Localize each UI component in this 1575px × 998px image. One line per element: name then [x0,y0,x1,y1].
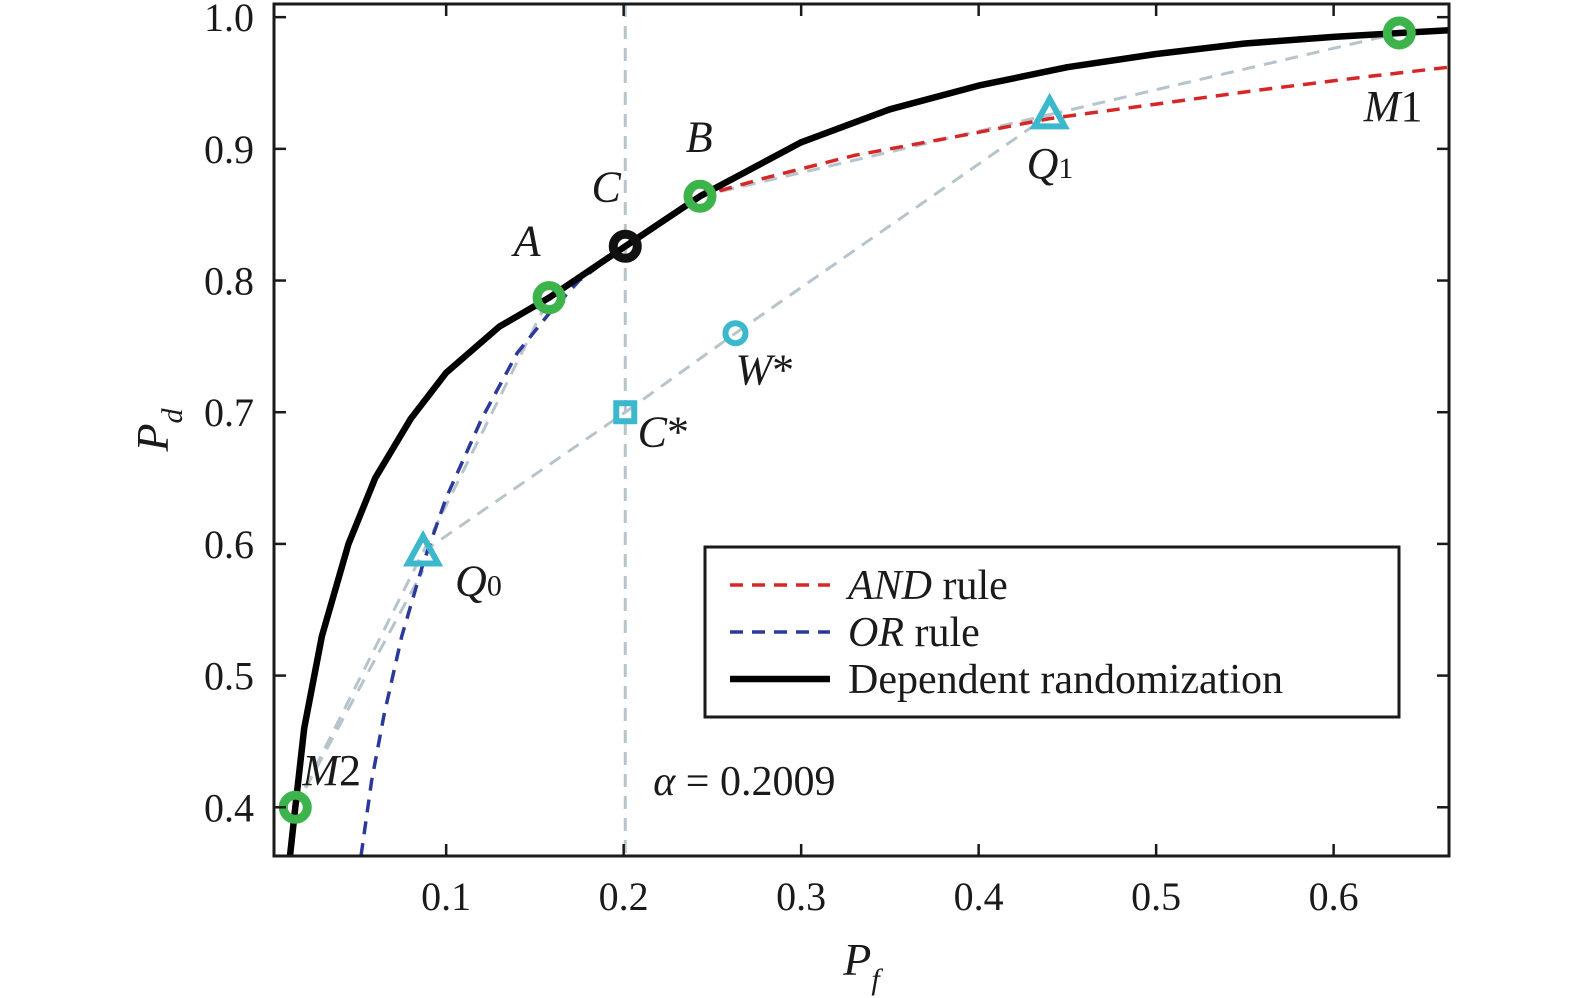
x-tick-label: 0.3 [776,874,826,919]
legend-label: Dependent randomization [848,657,1283,703]
point-label: Q0 [455,556,502,605]
axis-ticks: 0.1 0.2 0.3 0.4 0.5 0.6 0.4 0.5 0.6 0.7 0.8 0.9 1.0 [204,0,1449,919]
x-tick-label: 0.5 [1131,874,1181,919]
point-marker [532,281,566,315]
y-tick-label: 0.6 [204,522,254,567]
x-tick-label: 0.4 [954,874,1004,919]
y-tick-label: 0.4 [204,785,254,830]
point-marker [722,320,749,347]
point-label: M1 [1363,82,1423,131]
guide-line [421,296,551,553]
point-marker [1382,16,1416,50]
point-label: Q1 [1027,139,1074,188]
point-label: M2 [301,746,361,795]
point-label: W* [735,346,794,395]
guide-line [624,331,737,414]
guide-line [699,113,1050,198]
axis-labels: Pf Pd [127,407,883,996]
guide-line [1049,31,1400,117]
legend-label: OR rule [848,610,980,656]
point-marker [613,400,638,425]
plot-frame [272,2,1451,858]
point-label: C* [638,407,689,456]
guide-line [422,410,627,554]
alpha-label: α = 0.2009 [653,759,835,805]
x-tick-label: 0.6 [1309,874,1359,919]
x-tick-label: 0.2 [599,874,649,919]
series-lines [286,27,1449,856]
y-tick-label: 0.9 [204,127,254,172]
plot-border [272,2,1451,858]
legend-label: AND rule [845,563,1008,609]
point-marker [608,229,642,263]
point-marker [403,529,444,567]
guide-lines [293,31,1400,808]
point-label: C [592,163,622,212]
series-line [359,244,627,856]
y-tick-label: 0.8 [204,259,254,304]
alpha-threshold: α = 0.2009 [623,4,835,856]
point-label: A [511,217,542,266]
y-tick-label: 1.0 [204,0,254,40]
point-marker [1029,92,1070,130]
series-line [286,27,1449,856]
y-tick-label: 0.7 [204,390,254,435]
y-tick-label: 0.5 [204,654,254,699]
guide-line [293,569,425,808]
x-tick-label: 0.1 [421,874,471,919]
point-label: B [686,112,713,161]
y-axis-label: Pd [127,407,189,452]
x-axis-label: Pf [842,934,883,996]
guide-line [734,113,1051,335]
point-marker [683,179,717,213]
